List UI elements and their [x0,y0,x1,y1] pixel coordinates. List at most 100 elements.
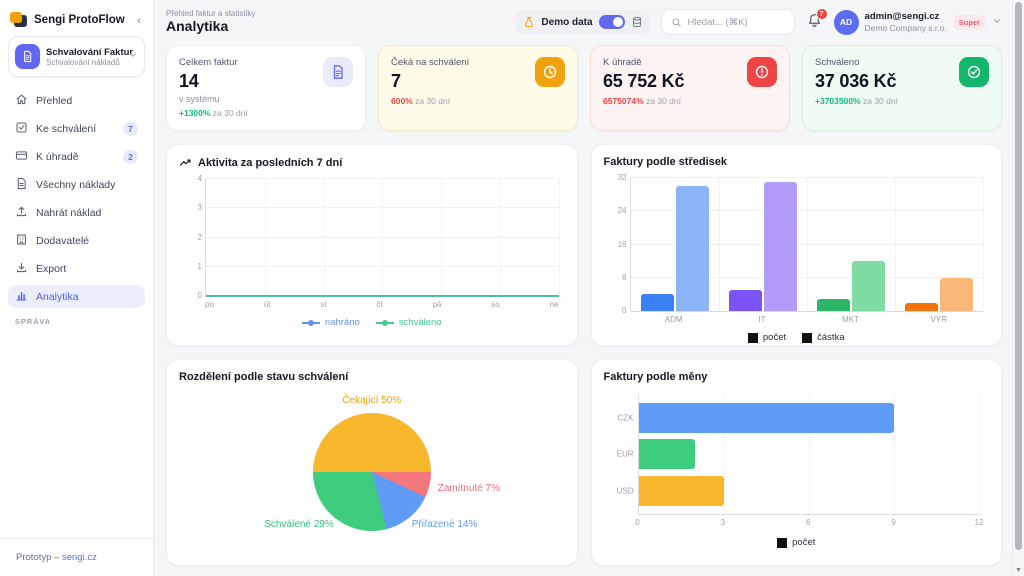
y-axis-label: EUR [616,449,634,459]
gridline [979,395,980,514]
database-icon[interactable] [631,16,643,28]
bar-pocet-adm [640,294,674,311]
workspace-switcher[interactable]: Schvalování Faktur Schvalování nákladů [8,36,145,77]
invoice-app-icon [15,44,40,69]
legend-label: nahráno [324,317,360,328]
bar-castka-vyr [939,277,973,311]
currency-chart-card: Faktury podle měny CZK EUR USD 0 3 6 9 12 počet [590,359,1002,566]
sidebar-item-dodavatele[interactable]: Dodavatelé [8,229,145,252]
hbar-row-czk: CZK [618,403,980,434]
stat-card-k-uhrade: K úhradě 65 752 Kč 6575074% za 30 dní [590,45,790,131]
scroll-down-arrow-icon[interactable]: ▼ [1015,567,1022,574]
stat-value: 65 752 Kč [603,71,685,91]
y-axis-label: CZK [617,413,634,423]
sidebar-item-label: Export [36,262,67,275]
legend-label: počet [762,332,787,343]
chart-legend: počet částka [604,332,990,343]
scrollbar-thumb[interactable] [1015,2,1022,550]
sidebar-item-label: Ke schválení [36,122,97,135]
status-pie-card: Rozdělení podle stavu schválení Čekající… [166,359,578,566]
x-axis-label: 0 [635,518,640,527]
gridline [206,178,559,179]
sidebar-nav: Přehled Ke schválení 7 K úhradě 2 Všechny nák… [8,89,145,308]
role-badge: Super [952,14,986,30]
brand-name: Sengi ProtoFlow [34,14,125,26]
workspace-title: Schvalování Faktur [46,46,134,58]
trend-note: za 30 dní [412,96,451,106]
stat-cards: Celkem faktur 14 v systému +1300% za 30 dní… [166,45,1002,131]
hbar-plot: CZK EUR USD [617,395,980,515]
trend-value: 600% [391,96,413,106]
bar-pocet-mkt [816,298,850,311]
sidebar-item-label: Analytika [36,290,79,303]
gridline [558,179,560,296]
x-axis-label: ADM [664,315,683,324]
demo-data-toggle[interactable] [598,15,625,29]
sidebar-item-label: Nahrát náklad [36,206,102,219]
y-axis-label: 8 [622,272,627,282]
main-content: Přehled faktur a statistiky Analytika De… [154,0,1024,576]
legend-item: počet [777,537,815,548]
footer-separator: – [54,552,60,563]
page-title: Analytika [166,18,229,35]
workspace-subtitle: Schvalování nákladů [46,57,120,67]
notifications-button[interactable]: 7 [805,8,828,33]
trend-note: za 30 dní [643,96,681,106]
user-labels: admin@sengi.cz Demo Company s.r.o. [865,11,947,33]
cost-centers-chart-title: Faktury podle středisek [603,156,728,168]
stat-trend: +3703500% za 30 dní [815,96,898,106]
sidebar-item-vsechny-naklady[interactable]: Všechny náklady [8,173,145,196]
bar-group-mkt [807,178,895,311]
chart-legend: nahráno schváleno [179,317,565,328]
user-menu[interactable]: AD admin@sengi.cz Demo Company s.r.o. Su… [833,9,1002,35]
header-actions: Demo data 7 AD admin@sengi.cz Demo C [515,8,1002,35]
legend-marker-icon [375,319,394,326]
bar-group-vyr [895,178,983,311]
x-axis-label: st [320,300,327,309]
pie-label-schvalene: Schválené 29% [264,519,334,530]
stat-sub-label: v systému [179,94,220,104]
y-axis-label: 2 [197,232,202,242]
x-axis-labels: 0 3 6 9 12 [635,518,983,529]
bar-pocet-it [728,290,762,311]
trend-value: 6575074% [603,96,644,106]
prototype-label: Prototyp [16,552,52,563]
sidebar-item-export[interactable]: Export [8,257,145,280]
global-search[interactable] [660,9,795,35]
legend-marker-icon [802,332,813,343]
stat-card-text: Celkem faktur 14 v systému +1300% za 30 dní [179,57,248,119]
stat-card-celkem-faktur: Celkem faktur 14 v systému +1300% za 30 dní [166,45,366,131]
x-axis-label: MKT [841,315,859,324]
hbar-row-eur: EUR [617,439,980,470]
legend-item: počet [747,332,787,343]
series-line [206,295,559,297]
legend-label: částka [817,332,845,343]
chevron-down-icon [992,16,1002,29]
sidebar-item-analytika[interactable]: Analytika [8,285,145,308]
stat-trend: 6575074% za 30 dní [603,96,684,106]
x-axis-label: ne [549,300,559,309]
sengi-link[interactable]: sengi.cz [61,552,97,563]
credit-card-icon [15,149,28,165]
gridline [264,179,266,296]
count-badge: 7 [123,121,138,136]
gridline [808,395,810,514]
sidebar-item-ke-schvaleni[interactable]: Ke schválení 7 [8,117,145,140]
sidebar-item-k-uhrade[interactable]: K úhradě 2 [8,145,145,168]
sidebar-collapse-button[interactable]: ‹ [137,13,141,27]
app-logo-icon [10,12,28,28]
y-axis-label: 16 [617,239,627,249]
pie-chart-area: Čekající 50% Zamítnuté 7% Přiřazené 14% Sch… [179,385,565,557]
trend-note: za 30 dní [210,108,248,118]
admin-section-label: SPRÁVA [15,317,52,326]
legend-label: schváleno [398,317,442,328]
download-icon [15,261,28,277]
search-input[interactable] [687,16,785,28]
stat-trend: +1300% za 30 dní [179,108,248,118]
activity-chart-title: Aktivita za posledních 7 dní [179,156,565,169]
sidebar-item-prehled[interactable]: Přehled [8,89,145,112]
sidebar-item-nahrat-naklad[interactable]: Nahrát náklad [8,201,145,224]
stat-label: Celkem faktur [179,57,238,68]
pie-label-zamitnute: Zamítnuté 7% [437,483,501,494]
bar-castka-adm [675,186,709,311]
